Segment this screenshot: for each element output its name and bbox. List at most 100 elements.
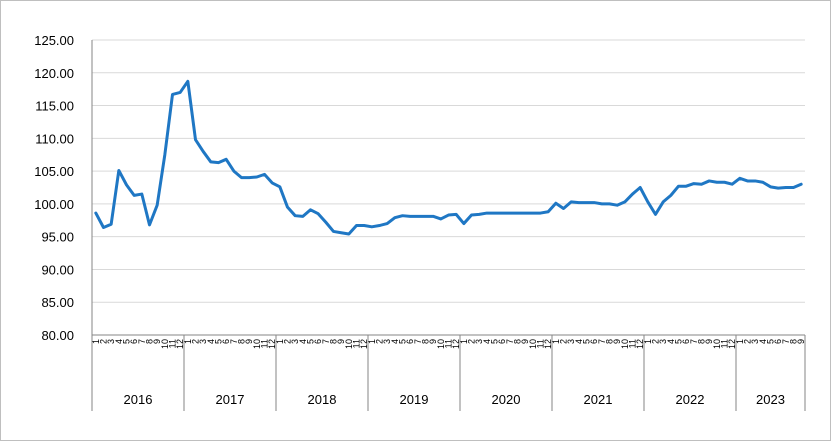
data-point: [577, 201, 580, 204]
x-month-label: 3: [106, 339, 116, 344]
x-month-label: 11: [168, 339, 178, 348]
x-month-label: 3: [750, 339, 760, 344]
data-point: [232, 170, 235, 173]
x-month-label: 11: [628, 339, 638, 348]
data-point: [654, 213, 657, 216]
data-point: [524, 212, 527, 215]
data-point: [554, 202, 557, 205]
x-year-label: 2017: [216, 392, 245, 407]
x-month-label: 3: [566, 339, 576, 344]
x-month-label: 5: [582, 339, 592, 344]
data-point: [110, 223, 113, 226]
x-month-label: 8: [329, 339, 339, 344]
x-month-label: 9: [612, 339, 622, 344]
x-month-label: 5: [306, 339, 316, 344]
data-point: [133, 194, 136, 197]
data-point: [209, 160, 212, 163]
data-point: [531, 212, 534, 215]
x-month-label: 3: [382, 339, 392, 344]
data-point: [294, 214, 297, 217]
series-layer: [94, 79, 803, 236]
data-point: [217, 161, 220, 164]
data-point: [508, 212, 511, 215]
x-month-label: 3: [290, 339, 300, 344]
data-point: [539, 212, 542, 215]
x-month-label: 1: [459, 339, 469, 344]
x-year-label: 2019: [400, 392, 429, 407]
data-point: [102, 226, 105, 229]
data-point: [94, 212, 97, 215]
data-point: [317, 212, 320, 215]
data-point: [416, 215, 419, 218]
data-point: [355, 224, 358, 227]
x-month-label: 8: [513, 339, 523, 344]
series-line: [94, 79, 803, 236]
x-month-label: 10: [620, 339, 630, 349]
data-point: [608, 202, 611, 205]
data-point: [186, 80, 189, 83]
data-point: [255, 176, 258, 179]
x-month-label: 1: [367, 339, 377, 344]
data-point: [324, 221, 327, 224]
x-month-label: 6: [221, 339, 231, 344]
data-point: [516, 212, 519, 215]
x-month-label: 8: [237, 339, 247, 344]
data-point: [363, 224, 366, 227]
x-month-label: 2: [283, 339, 293, 344]
data-point: [685, 185, 688, 188]
data-point: [547, 210, 550, 213]
data-point: [432, 215, 435, 218]
x-month-label: 12: [267, 339, 277, 349]
x-month-label: 2: [99, 339, 109, 344]
x-month-label: 10: [712, 339, 722, 349]
x-month-label: 4: [206, 339, 216, 344]
x-month-label: 1: [183, 339, 193, 344]
x-month-label: 1: [275, 339, 285, 344]
x-month-label: 3: [658, 339, 668, 344]
data-point: [271, 181, 274, 184]
x-month-label: 4: [666, 339, 676, 344]
data-point: [347, 233, 350, 236]
x-month-label: 8: [145, 339, 155, 344]
data-point: [156, 204, 159, 207]
x-month-label: 9: [428, 339, 438, 344]
x-month-label: 4: [758, 339, 768, 344]
y-tick-label: 90.00: [41, 262, 74, 277]
data-point: [769, 185, 772, 188]
x-month-label: 9: [796, 339, 806, 344]
x-month-label: 7: [321, 339, 331, 344]
data-point: [378, 224, 381, 227]
x-month-label: 4: [574, 339, 584, 344]
y-tick-label: 95.00: [41, 230, 74, 245]
x-month-label: 10: [344, 339, 354, 349]
x-month-label: 5: [674, 339, 684, 344]
x-month-label: 9: [152, 339, 162, 344]
data-point: [248, 176, 251, 179]
data-point: [600, 202, 603, 205]
x-month-label: 6: [405, 339, 415, 344]
y-tick-label: 80.00: [41, 328, 74, 343]
data-point: [409, 215, 412, 218]
data-point: [117, 169, 120, 172]
x-month-label: 10: [528, 339, 538, 349]
x-month-label: 5: [490, 339, 500, 344]
x-month-label: 12: [727, 339, 737, 349]
data-point: [746, 179, 749, 182]
x-month-label: 7: [137, 339, 147, 344]
x-year-label: 2016: [124, 392, 153, 407]
x-month-label: 2: [467, 339, 477, 344]
x-month-label: 8: [421, 339, 431, 344]
x-month-label: 1: [735, 339, 745, 344]
x-month-label: 9: [704, 339, 714, 344]
x-month-label: 1: [643, 339, 653, 344]
data-point: [309, 208, 312, 211]
data-point: [462, 222, 465, 225]
x-month-label: 7: [597, 339, 607, 344]
data-point: [669, 194, 672, 197]
x-year-label: 2021: [584, 392, 613, 407]
x-month-label: 7: [689, 339, 699, 344]
x-month-label: 2: [191, 339, 201, 344]
data-point: [700, 183, 703, 186]
x-month-label: 5: [122, 339, 132, 344]
